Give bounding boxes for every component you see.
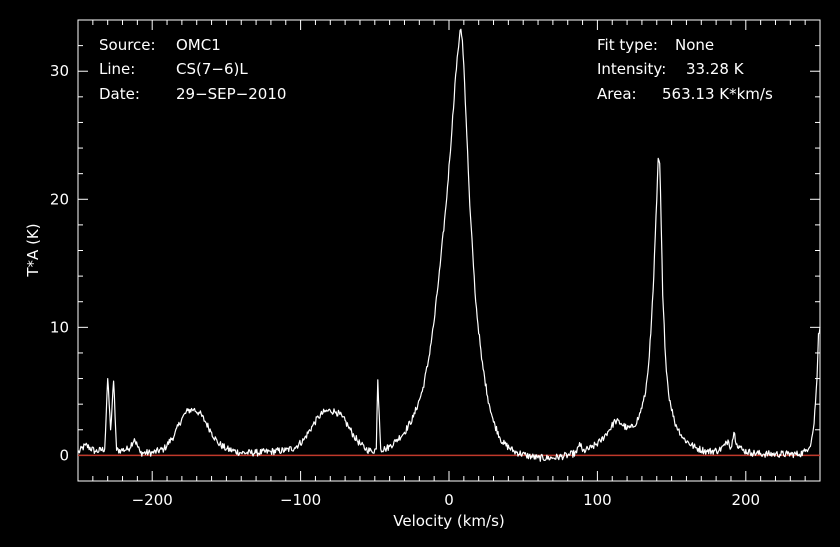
line-label: Line: [99,60,135,78]
y-axis-label: T*A (K) [24,223,42,277]
date-label: Date: [99,85,140,103]
x-tick-label: 100 [583,491,612,509]
x-tick-label: −100 [280,491,321,509]
source-label: Source: [99,36,156,54]
y-tick-label: 30 [50,62,69,80]
y-tick-label: 0 [59,446,69,464]
x-axis-ticks: −200 −100 0 100 200 [77,20,821,509]
area-label: Area: [597,85,637,103]
source-value: OMC1 [176,36,221,54]
line-value: CS(7−6)L [176,60,248,78]
spectrum-series-line [77,28,821,462]
date-value: 29−SEP−2010 [176,85,286,103]
fit-type-value: None [675,36,714,54]
info-right-block: Fit type: None Intensity: 33.28 K Area: … [597,36,773,103]
fit-type-label: Fit type: [597,36,658,54]
x-tick-label: −200 [132,491,173,509]
y-tick-label: 20 [50,190,69,208]
x-tick-label: 0 [444,491,454,509]
area-value: 563.13 K*km/s [662,85,773,103]
y-tick-label: 10 [50,318,69,336]
intensity-label: Intensity: [597,60,666,78]
x-tick-label: 200 [731,491,760,509]
x-axis-label: Velocity (km/s) [393,512,504,530]
intensity-value: 33.28 K [686,60,745,78]
y-axis-ticks: 0 10 20 30 [50,19,820,482]
info-left-block: Source: OMC1 Line: CS(7−6)L Date: 29−SEP… [99,36,286,103]
